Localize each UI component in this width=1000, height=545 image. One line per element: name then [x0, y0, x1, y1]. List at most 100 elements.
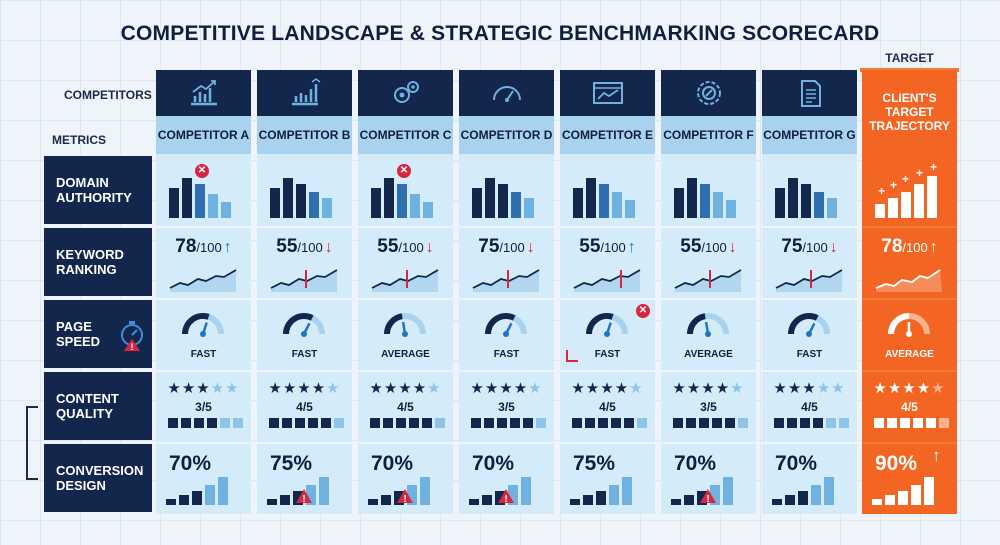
cell-content-quality: ★★★★★ 3/5	[661, 370, 756, 440]
browser-chart-icon	[592, 82, 623, 104]
quality-square	[396, 418, 406, 428]
conversion-bar	[785, 495, 795, 505]
alert-x-icon: ✕	[636, 304, 650, 318]
metric-label-conversion-design: CONVERSION DESIGN	[44, 444, 152, 512]
conversion-bar	[407, 485, 417, 505]
conversion-bar	[885, 495, 895, 505]
quality-square	[598, 418, 608, 428]
authority-bar	[700, 184, 710, 218]
star-icon: ★	[916, 380, 932, 397]
quality-square	[572, 418, 582, 428]
compass-gear-icon	[696, 81, 721, 105]
authority-bar	[713, 192, 723, 218]
target-cell-conversion-design: 90% ↑	[862, 442, 957, 512]
star-icon: ★	[427, 380, 442, 397]
cell-keyword-ranking: 55/100 ↑	[560, 226, 655, 296]
competitors-label: COMPETITORS	[64, 88, 152, 102]
cell-page-speed: FAST	[156, 298, 251, 368]
star-icon: ★	[773, 380, 788, 397]
ranking-trend-line	[775, 269, 843, 292]
plus-icon: +	[902, 172, 910, 186]
stopwatch-warning-icon: !	[121, 321, 143, 351]
star-icon: ★	[585, 380, 601, 397]
trend-arrow-icon: ↑	[929, 239, 938, 256]
star-icon: ★	[225, 380, 240, 397]
plus-icon: +	[916, 166, 924, 180]
conversion-value: 75%	[270, 452, 313, 475]
star-icon: ★	[412, 380, 428, 397]
quality-square	[370, 418, 380, 428]
conversion-bar	[381, 495, 391, 505]
cell-conversion-design: 70%!	[459, 442, 554, 512]
conversion-bar	[671, 499, 681, 505]
conversion-bars	[570, 477, 632, 505]
star-icon: ★	[196, 380, 211, 397]
conversion-bar	[872, 499, 882, 505]
speed-gauge-5	[686, 313, 729, 337]
cell-conversion-design: 75%	[560, 442, 655, 512]
quality-square	[913, 418, 923, 428]
conversion-bar	[179, 495, 189, 505]
authority-bar	[423, 202, 433, 218]
authority-bar	[674, 188, 684, 218]
domain-authority-bars	[472, 178, 534, 218]
competitor-name: COMPETITOR E	[560, 116, 655, 161]
authority-bar	[901, 192, 911, 218]
authority-bar	[208, 194, 218, 218]
speed-label: AVERAGE	[684, 349, 733, 360]
speed-label: AVERAGE	[381, 349, 430, 360]
quality-square	[269, 418, 279, 428]
quality-square	[220, 418, 230, 428]
star-icon: ★	[297, 380, 312, 397]
cell-domain-authority	[459, 156, 554, 224]
conversion-bar	[280, 495, 290, 505]
cell-keyword-ranking: 75/100 ↓	[459, 226, 554, 296]
conversion-bar	[394, 491, 404, 505]
quality-squares	[471, 418, 546, 428]
conversion-bar	[911, 485, 921, 505]
cell-domain-authority	[762, 156, 857, 224]
ranking-marker	[620, 270, 622, 288]
target-authority-bars	[875, 176, 937, 218]
document-icon	[800, 80, 821, 107]
quality-square	[725, 418, 735, 428]
rising-chart-icon	[190, 80, 217, 106]
quality-square	[194, 418, 204, 428]
quality-square	[624, 418, 634, 428]
conversion-bar	[824, 477, 834, 505]
plus-icon: +	[890, 178, 898, 192]
conversion-bars	[671, 477, 733, 505]
cell-keyword-ranking: 55/100 ↓	[661, 226, 756, 296]
conversion-value: 70%	[169, 452, 212, 475]
quality-score: 4/5	[901, 400, 918, 414]
star-icon: ★	[210, 380, 226, 397]
cell-content-quality: ★★★★★ 4/5	[762, 370, 857, 440]
ranking-value: 75/100 ↓	[478, 236, 535, 257]
star-icon: ★	[571, 380, 586, 397]
target-cell-content-quality: ★★★★★ 4/5	[862, 370, 957, 440]
authority-bar	[814, 192, 824, 218]
cell-conversion-design: 70%!	[358, 442, 453, 512]
metric-label-domain-authority: DOMAIN AUTHORITY	[44, 156, 152, 224]
authority-bar	[687, 178, 697, 218]
cell-content-quality: ★★★★★ 4/5	[257, 370, 352, 440]
cell-content-quality: ★★★★★ 3/5	[156, 370, 251, 440]
star-icon: ★	[499, 380, 514, 397]
authority-bar	[283, 178, 293, 218]
star-icon: ★	[715, 380, 731, 397]
authority-bar	[875, 204, 885, 218]
page-title: COMPETITIVE LANDSCAPE & STRATEGIC BENCHM…	[120, 22, 880, 45]
domain-authority-bars	[371, 178, 433, 218]
conversion-bar	[710, 485, 720, 505]
conversion-bar	[420, 477, 430, 505]
quality-square	[295, 418, 305, 428]
quality-squares	[572, 418, 647, 428]
star-rating: ★★★★★	[661, 379, 756, 397]
ranking-trend-line	[270, 269, 338, 292]
conversion-bars	[166, 477, 228, 505]
cell-domain-authority: ✕	[156, 156, 251, 224]
quality-square	[699, 418, 709, 428]
quality-square	[471, 418, 481, 428]
conversion-bar	[570, 499, 580, 505]
svg-text:!: !	[504, 494, 507, 504]
